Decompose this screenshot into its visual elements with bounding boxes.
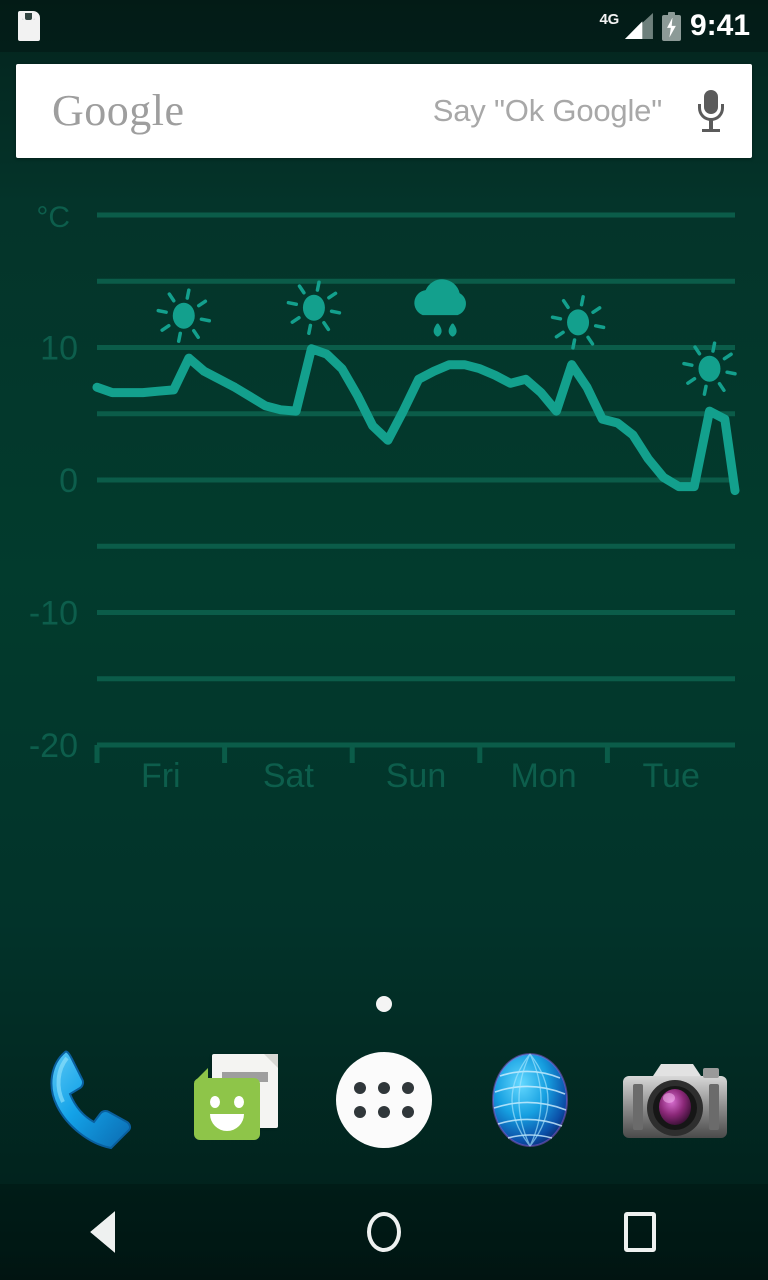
chart-y-tick-labels: 10 0 -10 -20 °C — [29, 201, 78, 765]
svg-text:10: 10 — [40, 330, 78, 368]
nav-home-button[interactable] — [324, 1184, 444, 1280]
signal-bars-icon — [624, 13, 653, 39]
svg-text:Fri: Fri — [141, 757, 181, 795]
svg-text:Mon: Mon — [511, 757, 577, 795]
status-bar-right: 4G 9:41 — [600, 11, 750, 41]
search-hint-text[interactable]: Say "Ok Google" — [432, 93, 662, 128]
recents-square-icon — [624, 1212, 656, 1252]
svg-text:Sun: Sun — [386, 757, 447, 795]
status-bar[interactable]: 4G 9:41 — [0, 0, 768, 52]
svg-text:°C: °C — [36, 201, 70, 234]
dock-item-phone[interactable] — [34, 1041, 152, 1159]
google-logo: Google — [52, 86, 185, 135]
status-clock: 9:41 — [689, 9, 750, 42]
home-circle-icon — [367, 1212, 401, 1252]
svg-text:-20: -20 — [29, 727, 78, 765]
battery-charging-icon — [661, 11, 681, 41]
weather-chart-widget[interactable]: 10 0 -10 -20 °C Fri Sat Sun Mon Tue — [0, 178, 768, 798]
microphone-icon[interactable] — [696, 89, 726, 133]
app-drawer-icon — [335, 1052, 432, 1148]
camera-icon — [623, 1064, 728, 1138]
dock-item-browser[interactable] — [471, 1041, 589, 1159]
phone-icon — [50, 1050, 131, 1150]
network-type-label: 4G — [599, 10, 620, 28]
navigation-bar — [0, 1184, 768, 1280]
svg-text:Sat: Sat — [263, 757, 315, 795]
dock — [0, 1035, 768, 1165]
sd-card-icon — [18, 11, 40, 41]
google-search-widget[interactable]: Google Say "Ok Google" — [16, 64, 752, 158]
svg-text:0: 0 — [59, 462, 78, 500]
svg-text:Tue: Tue — [643, 757, 700, 795]
page-indicator-dot[interactable] — [376, 996, 392, 1012]
chart-gridlines — [97, 212, 735, 748]
messaging-icon — [186, 1048, 290, 1152]
globe-icon — [491, 1053, 568, 1147]
temperature-chart: 10 0 -10 -20 °C Fri Sat Sun Mon Tue — [29, 201, 740, 795]
chart-temperature-line — [92, 344, 740, 496]
dock-item-app-drawer[interactable] — [325, 1041, 443, 1159]
nav-recents-button[interactable] — [580, 1184, 700, 1280]
dock-item-messaging[interactable] — [179, 1041, 297, 1159]
dock-item-camera[interactable] — [616, 1041, 734, 1159]
chart-x-axis — [94, 742, 735, 763]
back-triangle-icon — [115, 1210, 141, 1254]
svg-text:-10: -10 — [29, 595, 78, 633]
status-bar-left — [18, 11, 600, 41]
nav-back-button[interactable] — [68, 1184, 188, 1280]
chart-x-tick-labels: Fri Sat Sun Mon Tue — [141, 757, 700, 795]
chart-condition-markers — [156, 279, 737, 396]
